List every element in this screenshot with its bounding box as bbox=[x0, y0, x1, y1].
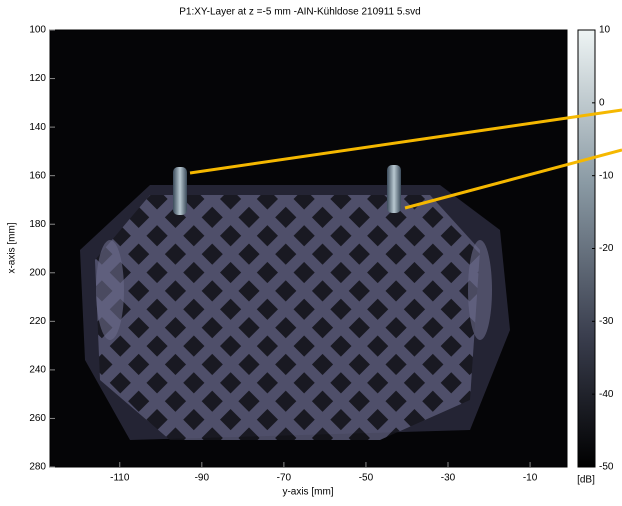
y-tick-label: 220 bbox=[29, 316, 46, 327]
chart: P1:XY-Layer at z =-5 mm -AIN-Kühldose 21… bbox=[0, 0, 622, 501]
colorbar-tick-label: -50 bbox=[599, 462, 614, 473]
colorbar-tick-label: 10 bbox=[599, 25, 611, 36]
x-axis-label: y-axis [mm] bbox=[282, 487, 333, 498]
y-tick-label: 240 bbox=[29, 365, 46, 376]
y-tick-label: 280 bbox=[29, 462, 46, 473]
y-tick-label: 180 bbox=[29, 219, 46, 230]
colorbar-tick-label: -10 bbox=[599, 170, 614, 181]
y-tick-label: 160 bbox=[29, 170, 46, 181]
x-tick-label: -30 bbox=[441, 473, 456, 484]
y-tick-label: 100 bbox=[29, 25, 46, 36]
colorbar-label: [dB] bbox=[577, 475, 595, 486]
x-tick-label: -10 bbox=[523, 473, 538, 484]
x-tick-label: -110 bbox=[110, 473, 130, 484]
chart-title: P1:XY-Layer at z =-5 mm -AIN-Kühldose 21… bbox=[179, 7, 421, 18]
colorbar-tick-label: 0 bbox=[599, 97, 605, 108]
x-tick-label: -90 bbox=[195, 473, 210, 484]
y-tick-label: 260 bbox=[29, 413, 46, 424]
y-axis-label: x-axis [mm] bbox=[7, 222, 18, 273]
colorbar-tick-label: -30 bbox=[599, 316, 614, 327]
colorbar-tick-label: -40 bbox=[599, 389, 614, 400]
colorbar-tick-label: -20 bbox=[599, 243, 614, 254]
y-tick-label: 140 bbox=[29, 122, 46, 133]
x-tick-label: -50 bbox=[359, 473, 374, 484]
y-tick-label: 200 bbox=[29, 267, 46, 278]
scan-image bbox=[80, 165, 510, 440]
x-tick-label: -70 bbox=[277, 473, 292, 484]
y-tick-label: 120 bbox=[29, 73, 46, 84]
